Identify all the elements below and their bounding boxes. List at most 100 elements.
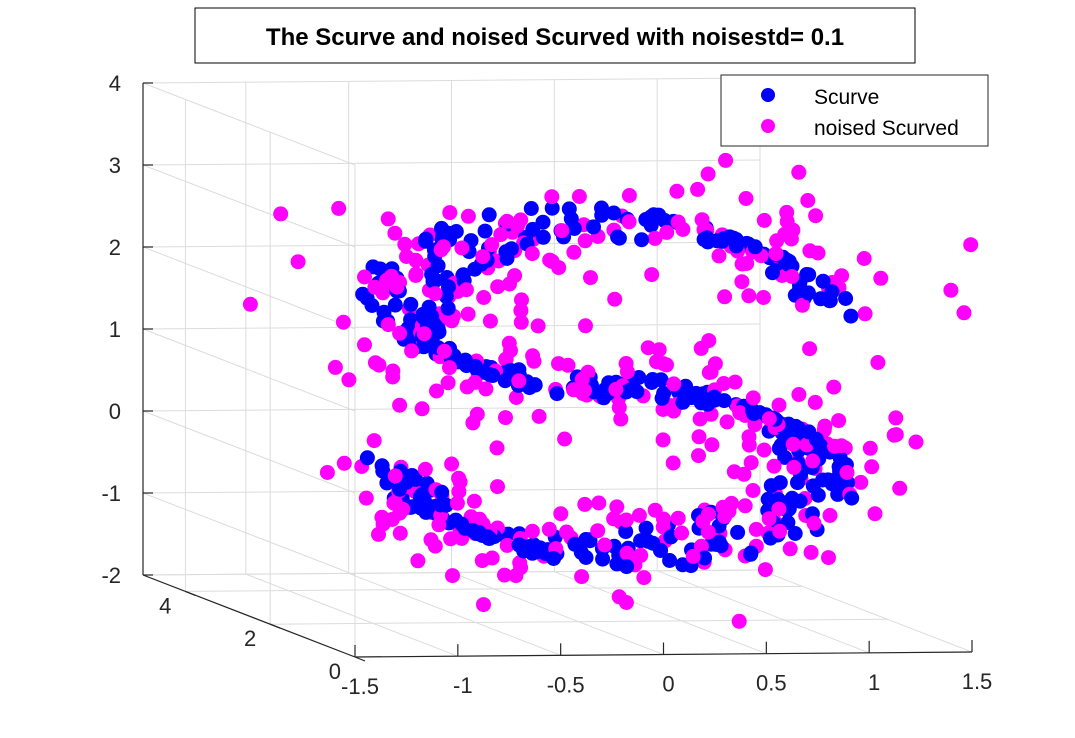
noised-scurve-point (513, 212, 529, 228)
scurve-point (471, 525, 487, 540)
scurve-point (824, 284, 840, 300)
tick-labels: -1.5 -1 -0.5 0 0.5 1 1.5 0 2 4 -2 -1 0 1 2 3 4 (101, 71, 992, 699)
scurve-point (801, 424, 817, 440)
noised-scurve-point (822, 507, 838, 523)
noised-scurve-point (290, 254, 306, 270)
noised-scurve-point (335, 314, 351, 330)
noised-scurve-point (631, 507, 647, 523)
scurve-point (787, 526, 803, 541)
grid-line (142, 328, 356, 412)
noised-scurve-point (857, 306, 873, 322)
noised-scurve-point (756, 290, 771, 305)
noised-scurve-point (454, 240, 470, 256)
noised-scurve-point (771, 501, 787, 517)
noised-scurve-point (888, 410, 904, 426)
scurve-point (359, 450, 375, 466)
scurve-point (374, 458, 390, 474)
scurve-point (657, 212, 672, 228)
noised-scurve-point (357, 337, 372, 353)
scurve-point (730, 524, 746, 540)
noised-scurve-point (387, 225, 403, 241)
y-tick-label: 2 (244, 626, 256, 651)
noised-scurve-point (513, 303, 529, 319)
noised-scurve-point (513, 314, 529, 330)
noised-scurve-point (732, 405, 748, 421)
noised-scurve-point (476, 290, 492, 305)
scurve-point (790, 475, 805, 491)
scurve-point (535, 229, 551, 245)
noised-scurve-point (498, 410, 513, 426)
y-tick-mark (354, 656, 366, 662)
noised-scurve-point (458, 282, 474, 298)
noised-scurve-point (721, 503, 737, 519)
noised-scurve-point (943, 282, 959, 298)
noised-scurve-point (490, 479, 505, 495)
noised-scurve-point (408, 267, 424, 283)
scurve-point (728, 238, 744, 254)
noised-scurve-point (821, 550, 836, 566)
noised-scurve-point (460, 208, 476, 224)
noised-scurve-point (444, 456, 460, 472)
noised-scurve-point (963, 237, 979, 253)
scatter-points (242, 152, 979, 629)
noised-scurve-point (319, 465, 335, 480)
scurve-point (606, 205, 622, 221)
grid-line (142, 164, 356, 248)
noised-scurve-point (367, 279, 383, 295)
noised-scurve-point (613, 411, 629, 427)
noised-scurve-point (786, 459, 802, 475)
noised-scurve-point (839, 465, 855, 480)
noised-scurve-point (655, 432, 671, 448)
legend: Scurve noised Scurved (720, 74, 989, 147)
noised-scurve-point (380, 211, 396, 227)
noised-scurve-point (530, 318, 546, 334)
noised-scurve-point (802, 341, 818, 357)
noised-scurve-point (541, 521, 557, 537)
scurve-point (713, 538, 729, 554)
noised-scurve-point (738, 191, 754, 206)
noised-scurve-point (392, 397, 408, 413)
noised-scurve-point (711, 248, 727, 264)
noised-scurve-point (554, 223, 570, 239)
noised-scurve-point (619, 364, 635, 380)
scurve-point (578, 550, 594, 565)
scurve-point (788, 418, 804, 434)
noised-scurve-point (756, 442, 772, 458)
noised-scurve-point (577, 383, 592, 399)
noised-scurve-point (445, 568, 460, 584)
noised-scurve-point (508, 390, 524, 405)
noised-scurve-point (747, 417, 763, 433)
z-tick-label: 3 (109, 153, 121, 178)
noised-scurve-point (478, 381, 494, 397)
noised-scurve-point (704, 437, 720, 453)
noised-scurve-point (557, 431, 573, 447)
scurve-point (566, 221, 582, 236)
noised-scurve-point (327, 359, 343, 375)
noised-scurve-point (358, 490, 374, 506)
noised-scurve-point (591, 495, 607, 511)
legend-marker-noised (761, 119, 775, 133)
scurve-point (364, 298, 380, 313)
noised-scurve-point (719, 414, 735, 430)
scurve-point (546, 551, 562, 566)
scurve-point (777, 449, 793, 465)
noised-scurve-point (619, 545, 635, 561)
noised-scurve-point (716, 376, 732, 391)
noised-scurve-point (743, 455, 759, 471)
x-tick-label: 1 (868, 670, 880, 695)
scurve-point (700, 234, 716, 250)
noised-scurve-point (745, 390, 761, 406)
scurve-point (586, 219, 601, 235)
noised-scurve-point (502, 276, 517, 292)
scurve-point (467, 261, 483, 277)
noised-scurve-point (451, 470, 467, 486)
scurve-point (643, 217, 659, 233)
noised-scurve-point (794, 297, 810, 313)
noised-scurve-point (693, 538, 709, 554)
scurve-point (747, 239, 763, 255)
noised-scurve-point (659, 357, 674, 373)
noised-scurve-point (482, 313, 498, 329)
scurve-point (438, 288, 454, 304)
noised-scurve-point (888, 427, 904, 443)
grid-line (554, 571, 767, 655)
